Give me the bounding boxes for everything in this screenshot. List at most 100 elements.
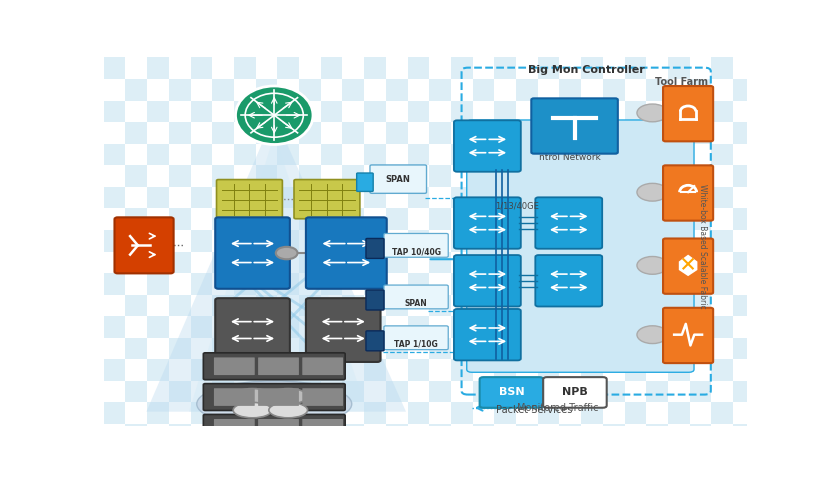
Bar (451, 230, 472, 251)
Ellipse shape (233, 402, 272, 418)
Bar (234, 402, 256, 424)
Bar (320, 251, 343, 273)
Bar (690, 187, 711, 208)
Bar (711, 79, 733, 101)
Bar (408, 230, 429, 251)
Bar (495, 122, 516, 144)
Bar (277, 295, 299, 316)
Bar (581, 316, 603, 338)
Bar (495, 101, 516, 122)
Bar (191, 359, 212, 381)
FancyBboxPatch shape (203, 445, 345, 472)
Bar (472, 165, 495, 187)
Bar (408, 424, 429, 445)
Bar (711, 165, 733, 187)
FancyBboxPatch shape (214, 388, 255, 406)
Bar (320, 359, 343, 381)
FancyBboxPatch shape (543, 377, 607, 408)
Bar (581, 165, 603, 187)
Bar (277, 57, 299, 79)
Bar (624, 402, 647, 424)
Bar (299, 79, 320, 101)
Bar (647, 144, 668, 165)
Bar (320, 273, 343, 295)
Bar (451, 208, 472, 230)
Bar (690, 79, 711, 101)
Bar (212, 57, 234, 79)
Bar (104, 338, 125, 359)
Bar (408, 165, 429, 187)
Text: TAP 10/40G: TAP 10/40G (392, 247, 441, 256)
Bar (754, 273, 776, 295)
Bar (320, 208, 343, 230)
Bar (538, 230, 559, 251)
Bar (472, 295, 495, 316)
Bar (256, 230, 277, 251)
Bar (754, 79, 776, 101)
Bar (581, 381, 603, 402)
Bar (212, 187, 234, 208)
Bar (408, 273, 429, 295)
Bar (668, 101, 690, 122)
Bar (451, 338, 472, 359)
Bar (624, 208, 647, 230)
Bar (754, 57, 776, 79)
Bar (408, 381, 429, 402)
Bar (603, 295, 624, 316)
Bar (733, 251, 754, 273)
Bar (516, 316, 538, 338)
Bar (191, 230, 212, 251)
Bar (516, 402, 538, 424)
Bar (495, 57, 516, 79)
FancyBboxPatch shape (366, 290, 384, 310)
Bar (647, 79, 668, 101)
Bar (104, 57, 125, 79)
Bar (559, 101, 581, 122)
Bar (212, 402, 234, 424)
FancyBboxPatch shape (454, 255, 520, 307)
Bar (495, 295, 516, 316)
Bar (125, 295, 147, 316)
Bar (343, 316, 364, 338)
Bar (733, 273, 754, 295)
Bar (603, 424, 624, 445)
Bar (147, 424, 168, 445)
Bar (168, 338, 191, 359)
Bar (733, 295, 754, 316)
Bar (647, 57, 668, 79)
FancyBboxPatch shape (233, 389, 272, 403)
Bar (603, 402, 624, 424)
Bar (320, 187, 343, 208)
Bar (364, 295, 386, 316)
Bar (386, 165, 408, 187)
Bar (256, 402, 277, 424)
Bar (538, 424, 559, 445)
Bar (516, 338, 538, 359)
Bar (320, 122, 343, 144)
Bar (343, 101, 364, 122)
Bar (299, 359, 320, 381)
Bar (343, 273, 364, 295)
Text: Packet Services: Packet Services (496, 405, 572, 415)
FancyBboxPatch shape (302, 388, 343, 406)
Bar (516, 144, 538, 165)
Bar (538, 101, 559, 122)
Bar (711, 359, 733, 381)
Bar (299, 316, 320, 338)
Bar (472, 230, 495, 251)
Bar (408, 187, 429, 208)
Bar (320, 402, 343, 424)
Bar (668, 338, 690, 359)
Bar (364, 424, 386, 445)
Bar (429, 273, 451, 295)
Bar (559, 251, 581, 273)
Bar (754, 251, 776, 273)
Bar (364, 381, 386, 402)
Bar (711, 187, 733, 208)
Bar (495, 251, 516, 273)
Bar (624, 445, 647, 467)
Bar (277, 165, 299, 187)
Bar (256, 445, 277, 467)
Bar (690, 381, 711, 402)
Bar (104, 208, 125, 230)
